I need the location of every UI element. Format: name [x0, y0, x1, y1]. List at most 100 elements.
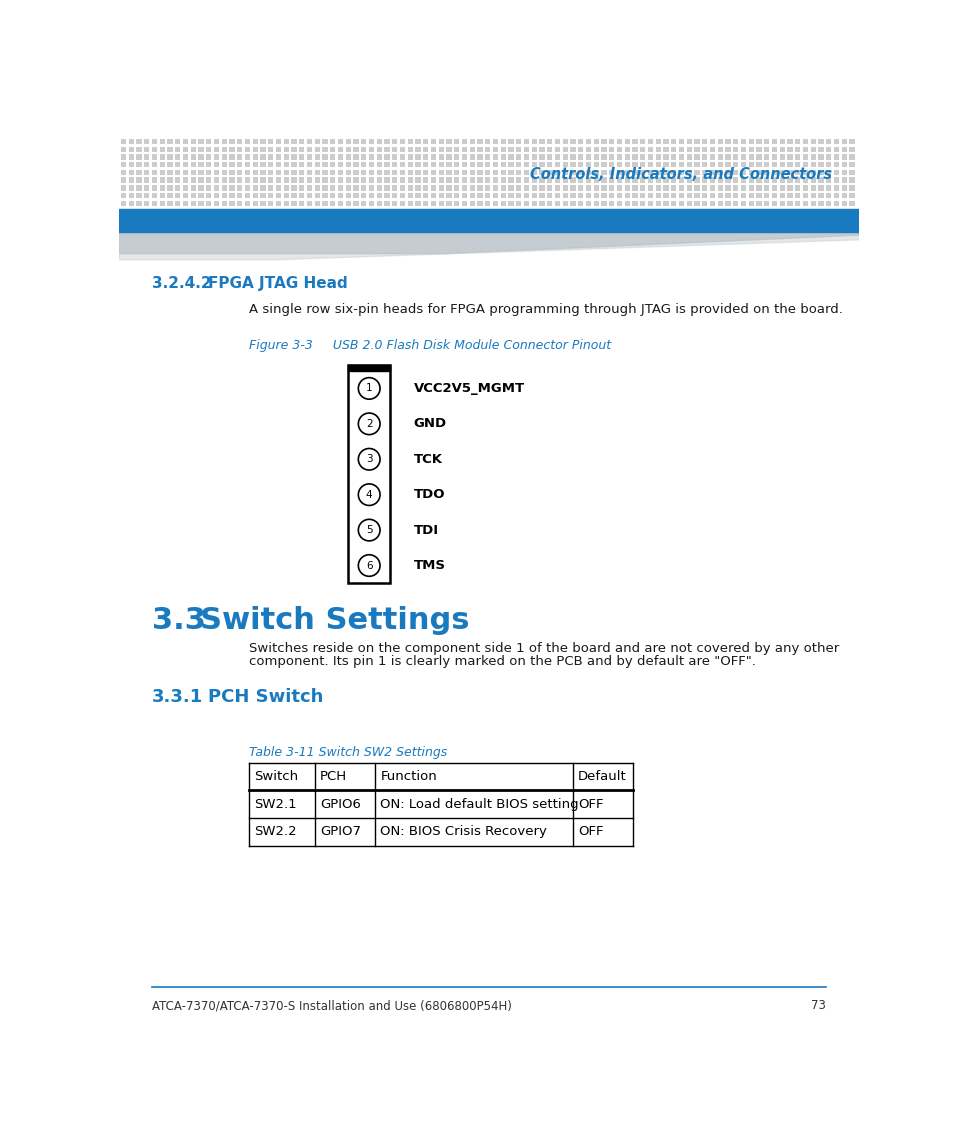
Bar	[500, 139, 505, 144]
Bar	[748, 139, 753, 144]
Bar	[624, 185, 629, 190]
Bar	[461, 200, 467, 206]
Bar	[701, 200, 707, 206]
Text: SW2.1: SW2.1	[253, 798, 296, 811]
Bar	[786, 185, 792, 190]
Bar	[655, 147, 660, 152]
Bar	[314, 200, 319, 206]
Bar	[748, 192, 753, 198]
Bar	[330, 185, 335, 190]
Bar	[679, 185, 683, 190]
Bar	[578, 163, 583, 167]
Bar	[268, 163, 274, 167]
Bar	[748, 163, 753, 167]
Bar	[508, 139, 513, 144]
Bar	[848, 155, 854, 160]
Bar	[454, 163, 459, 167]
Bar	[647, 169, 653, 175]
Bar	[546, 139, 552, 144]
Bar	[136, 185, 142, 190]
Bar	[298, 163, 304, 167]
Bar	[655, 139, 660, 144]
Bar	[686, 177, 691, 183]
Bar	[493, 200, 497, 206]
Bar	[500, 155, 505, 160]
Bar	[213, 155, 219, 160]
Bar	[322, 185, 328, 190]
Bar	[662, 169, 668, 175]
Bar	[360, 163, 366, 167]
Polygon shape	[119, 235, 858, 260]
Bar	[516, 155, 521, 160]
Bar	[152, 147, 157, 152]
Bar	[825, 139, 831, 144]
Bar	[345, 185, 351, 190]
Bar	[121, 192, 126, 198]
Bar	[136, 169, 142, 175]
Text: Switch: Switch	[253, 769, 298, 783]
Bar	[484, 192, 490, 198]
Text: Function: Function	[380, 769, 436, 783]
Bar	[283, 177, 289, 183]
Bar	[198, 147, 204, 152]
Bar	[779, 163, 784, 167]
Bar	[407, 139, 413, 144]
Bar	[121, 200, 126, 206]
Bar	[253, 139, 257, 144]
Bar	[655, 163, 660, 167]
Bar	[191, 139, 195, 144]
Bar	[415, 185, 420, 190]
Bar	[841, 139, 846, 144]
Bar	[724, 155, 730, 160]
Bar	[756, 192, 760, 198]
Bar	[500, 185, 505, 190]
Bar	[260, 147, 266, 152]
Bar	[717, 155, 722, 160]
Bar	[779, 192, 784, 198]
Bar	[546, 192, 552, 198]
Bar	[136, 200, 142, 206]
Bar	[686, 147, 691, 152]
Bar	[461, 169, 467, 175]
Bar	[322, 163, 328, 167]
Bar	[647, 200, 653, 206]
Bar	[236, 192, 242, 198]
Bar	[253, 163, 257, 167]
Bar	[608, 185, 614, 190]
Bar	[508, 163, 513, 167]
Bar	[717, 185, 722, 190]
Bar	[136, 177, 142, 183]
Bar	[810, 139, 815, 144]
Bar	[632, 147, 637, 152]
Bar	[260, 169, 266, 175]
Bar	[206, 139, 212, 144]
Bar	[345, 155, 351, 160]
Bar	[825, 200, 831, 206]
Bar	[763, 200, 769, 206]
Bar	[245, 169, 250, 175]
Text: Figure 3-3     USB 2.0 Flash Disk Module Connector Pinout: Figure 3-3 USB 2.0 Flash Disk Module Con…	[249, 339, 610, 353]
Bar	[794, 192, 800, 198]
Bar	[431, 147, 436, 152]
Bar	[546, 200, 552, 206]
Bar	[221, 147, 227, 152]
Bar	[686, 192, 691, 198]
Text: A single row six-pin heads for FPGA programming through JTAG is provided on the : A single row six-pin heads for FPGA prog…	[249, 303, 841, 316]
Bar	[585, 200, 591, 206]
Bar	[639, 177, 645, 183]
Bar	[152, 185, 157, 190]
Bar	[608, 200, 614, 206]
Bar	[236, 200, 242, 206]
Bar	[174, 163, 180, 167]
Bar	[376, 200, 381, 206]
Bar	[392, 185, 397, 190]
Bar	[833, 200, 839, 206]
Bar	[275, 147, 281, 152]
Bar	[314, 177, 319, 183]
Bar	[562, 185, 567, 190]
Bar	[670, 200, 676, 206]
Bar	[585, 155, 591, 160]
Bar	[756, 163, 760, 167]
Bar	[833, 163, 839, 167]
Bar	[360, 177, 366, 183]
